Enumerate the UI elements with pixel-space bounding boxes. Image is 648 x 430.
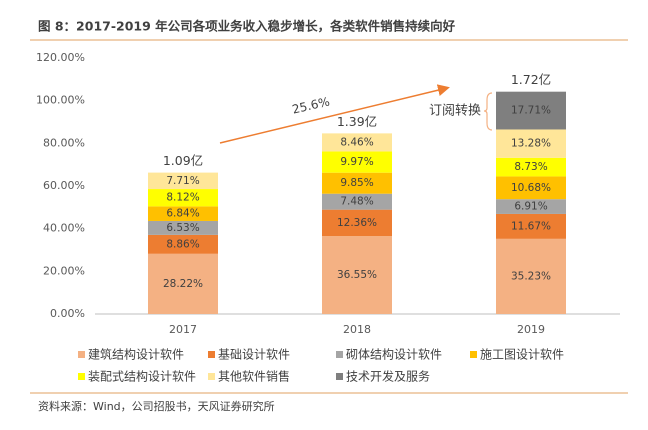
data-label: 36.55% (337, 269, 377, 281)
legend-label: 施工图设计软件 (480, 348, 564, 362)
bar-segment (148, 253, 218, 314)
bar-segment (322, 133, 392, 152)
data-label: 28.22% (163, 278, 203, 290)
data-label: 12.36% (337, 217, 377, 229)
bar-segment (148, 172, 218, 190)
legend-swatch (208, 351, 215, 358)
data-label: 9.85% (340, 177, 373, 189)
legend-swatch (208, 373, 215, 380)
data-label: 8.86% (166, 238, 199, 250)
bracket-label: 订阅转换 (429, 104, 481, 119)
legend-label: 装配式结构设计软件 (88, 369, 196, 384)
bar-segment (496, 157, 566, 177)
data-label: 17.71% (511, 105, 551, 117)
x-tick-label: 2018 (343, 323, 371, 336)
bar-segment (322, 172, 392, 194)
y-tick-label: 100.00% (36, 94, 85, 107)
data-label: 8.12% (166, 192, 199, 204)
x-tick-label: 2019 (517, 323, 545, 336)
data-label: 11.67% (511, 220, 551, 232)
bar-segment (322, 209, 392, 237)
bar-segment (496, 176, 566, 200)
y-tick-label: 20.00% (43, 264, 85, 277)
legend-label: 基础设计软件 (218, 348, 290, 362)
data-label: 13.28% (511, 138, 551, 150)
y-tick-label: 40.00% (43, 222, 85, 235)
data-label: 7.48% (340, 196, 373, 208)
total-label: 1.09亿 (163, 153, 203, 168)
bar-segment (496, 213, 566, 239)
total-label: 1.72亿 (511, 72, 551, 87)
legend-label: 砌体结构设计软件 (346, 347, 442, 362)
legend-swatch (336, 351, 343, 358)
data-label: 8.73% (514, 161, 547, 173)
bar-segment (496, 129, 566, 158)
y-tick-label: 60.00% (43, 179, 85, 192)
growth-arrow (219, 84, 450, 144)
legend-label: 建筑结构设计软件 (88, 347, 184, 362)
bar-segment (148, 234, 218, 254)
bar-segment (322, 151, 392, 173)
data-label: 6.91% (514, 201, 547, 213)
bar-segment (496, 199, 566, 214)
legend-swatch (336, 373, 343, 380)
data-label: 8.46% (340, 136, 373, 148)
y-tick-label: 0.00% (50, 307, 85, 320)
bar-segment (496, 91, 566, 130)
source: 资料来源：Wind，公司招股书，天风证券研究所 (38, 399, 275, 413)
legend-swatch (470, 351, 477, 358)
data-label: 6.84% (166, 208, 199, 220)
data-label: 35.23% (511, 270, 551, 282)
data-label: 10.68% (511, 182, 551, 194)
growth-label: 25.6% (291, 94, 331, 116)
bar-segment (148, 220, 218, 235)
x-tick-label: 2017 (169, 323, 197, 336)
data-label: 7.71% (166, 175, 199, 187)
legend-label: 其他软件销售 (218, 369, 290, 384)
bar-segment (148, 189, 218, 207)
bar-segment (322, 193, 392, 210)
total-label: 1.39亿 (337, 114, 377, 129)
bar-segment (322, 236, 392, 314)
y-tick-label: 120.00% (36, 51, 85, 64)
data-label: 9.97% (340, 156, 373, 168)
y-tick-label: 80.00% (43, 136, 85, 149)
bracket (483, 92, 493, 131)
bar-segment (496, 238, 566, 314)
chart-title: 图 8：2017-2019 年公司各项业务收入稳步增长，各类软件销售持续向好 (38, 19, 456, 34)
legend-swatch (78, 351, 85, 358)
legend-swatch (78, 373, 85, 380)
data-label: 6.53% (166, 222, 199, 234)
bar-segment (148, 206, 218, 221)
legend-label: 技术开发及服务 (346, 369, 430, 384)
